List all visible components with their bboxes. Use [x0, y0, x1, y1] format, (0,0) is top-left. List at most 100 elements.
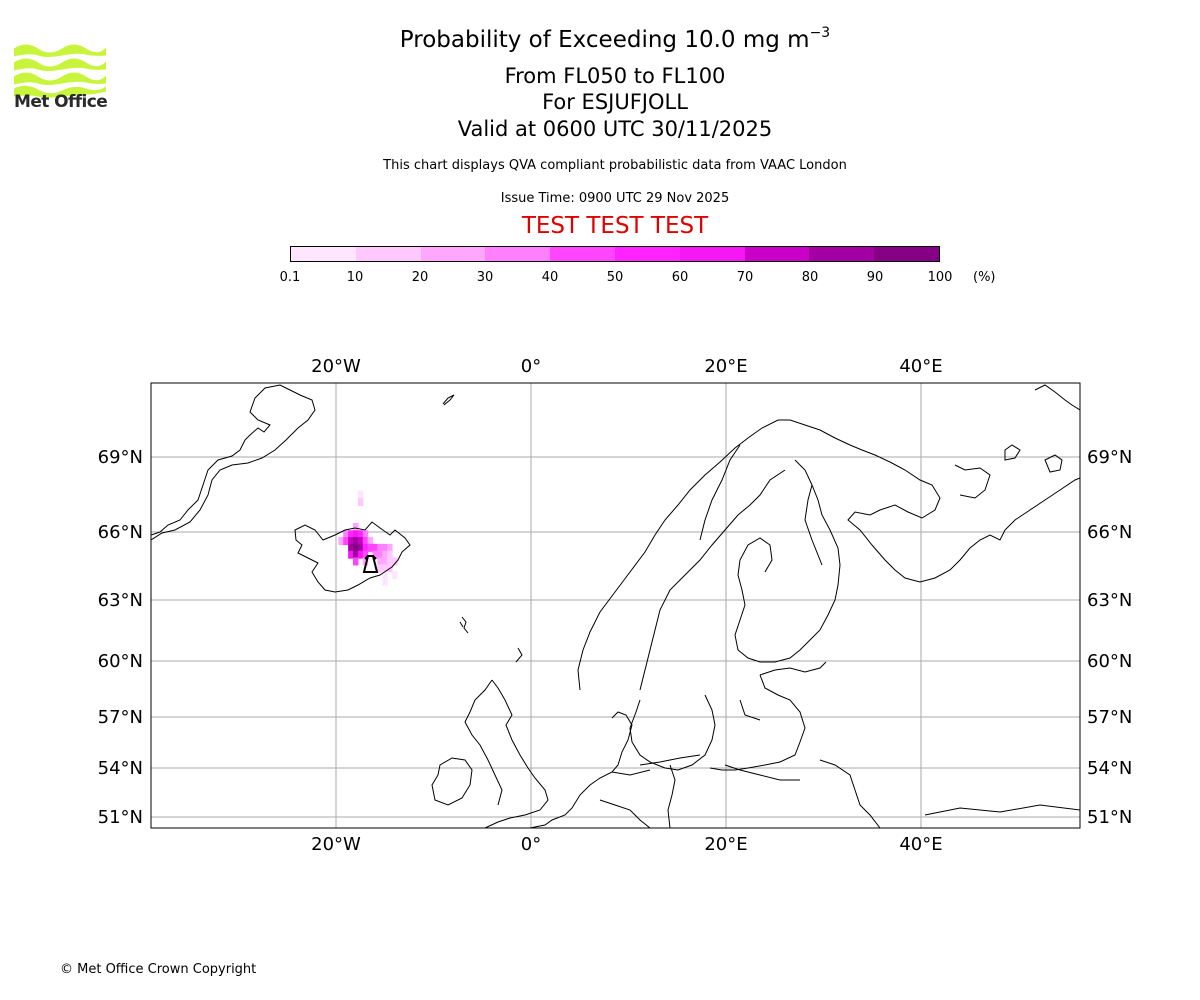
- plume-cell: [357, 537, 364, 546]
- plume-cell: [372, 550, 378, 559]
- colorbar-tick: 90: [866, 270, 884, 285]
- plume-cell: [372, 543, 378, 552]
- colorbar-tick: 60: [671, 270, 689, 285]
- latitude-label-right: 60°N: [1087, 651, 1132, 672]
- coast-britain: [464, 647, 549, 828]
- plume-cell: [382, 557, 388, 566]
- plume-cell: [357, 498, 364, 506]
- plume-cell: [353, 543, 359, 552]
- volcano-name: For ESJUFJOLL: [542, 90, 688, 114]
- longitude-label: 20°E: [704, 834, 747, 855]
- colorbar: [290, 246, 940, 262]
- title-exponent: −3: [809, 25, 831, 41]
- plume-cell: [387, 557, 393, 566]
- latitude-label-left: 66°N: [98, 522, 143, 543]
- colorbar-segment: [614, 247, 680, 261]
- coast-iceland: [294, 521, 411, 593]
- coast-ireland: [431, 757, 473, 806]
- colorbar-tick: 100: [927, 270, 953, 285]
- latitude-label-left: 54°N: [98, 758, 143, 779]
- plume-cell: [362, 530, 369, 539]
- colorbar-tick: 10: [346, 270, 364, 285]
- colorbar-segment: [809, 247, 875, 261]
- plume-cell: [377, 543, 383, 552]
- latitude-label-left: 69°N: [98, 447, 143, 468]
- plume-cell: [348, 550, 354, 559]
- logo-wave-3: [14, 72, 106, 85]
- plume-cell: [382, 577, 388, 586]
- plume-cell: [353, 530, 359, 539]
- latitude-label-right: 66°N: [1087, 522, 1132, 543]
- latitude-label-right: 69°N: [1087, 447, 1132, 468]
- valid-time: Valid at 0600 UTC 30/11/2025: [457, 117, 773, 141]
- plume-cell: [382, 550, 388, 559]
- plume-cell: [353, 557, 359, 566]
- latitude-label-right: 54°N: [1087, 758, 1132, 779]
- colorbar-segment: [485, 247, 551, 261]
- colorbar-tick: 40: [541, 270, 559, 285]
- colorbar-segment: [679, 247, 745, 261]
- coast-baltic: [629, 459, 841, 771]
- longitude-label: 40°E: [899, 356, 942, 377]
- latitude-label-left: 63°N: [98, 590, 143, 611]
- plume-cell: [367, 537, 374, 546]
- plume-cell: [357, 543, 364, 552]
- coast-greenland: [151, 384, 316, 541]
- latitude-label-left: 60°N: [98, 651, 143, 672]
- volcano-marker-icon: [362, 555, 379, 573]
- plume-cell: [387, 543, 393, 552]
- chart-title: Probability of Exceeding 10.0 mg m−3: [0, 25, 1200, 53]
- latitude-label-right: 63°N: [1087, 590, 1132, 611]
- plume-cell: [392, 557, 398, 566]
- longitude-label: 0°: [521, 356, 541, 377]
- colorbar-segment: [874, 247, 939, 261]
- latitude-label-left: 57°N: [98, 707, 143, 728]
- colorbar-segment: [420, 247, 486, 261]
- plume-cell: [353, 523, 359, 531]
- plume-cell: [377, 550, 383, 559]
- longitude-label: 0°: [521, 834, 541, 855]
- plume-cell: [357, 490, 364, 499]
- longitude-labels: 20°W 20°W 0° 0° 20°E 20°E 40°E 40°E: [311, 356, 942, 855]
- logo-wave-4: [14, 85, 106, 98]
- colorbar-segment: [550, 247, 615, 261]
- plume-cell: [348, 543, 354, 552]
- coast-kola: [954, 384, 1080, 499]
- logo-text: Met Office: [14, 92, 108, 112]
- plume-cell: [392, 571, 398, 580]
- latitude-label-right: 57°N: [1087, 707, 1132, 728]
- longitude-label: 20°E: [704, 356, 747, 377]
- coast-eastern-europe: [709, 661, 827, 771]
- ash-plume: [338, 490, 398, 586]
- plume-cell: [362, 550, 369, 559]
- plume-cell: [343, 537, 349, 546]
- plume-cell: [387, 550, 393, 559]
- test-banner: TEST TEST TEST: [521, 213, 709, 239]
- colorbar-unit: (%): [973, 270, 996, 285]
- plume-cell: [357, 550, 364, 559]
- country-borders: [599, 444, 1080, 828]
- plume-cell: [343, 530, 349, 539]
- plume-cell: [357, 530, 364, 539]
- colorbar-segment: [291, 247, 356, 261]
- plume-cell: [348, 537, 354, 546]
- coastlines: [151, 384, 1080, 828]
- colorbar-tick: 70: [736, 270, 754, 285]
- plume-cell: [382, 571, 388, 580]
- map-frame: [150, 382, 1081, 829]
- plume-cell: [362, 557, 369, 566]
- colorbar-segment: [744, 247, 810, 261]
- plume-cell: [377, 564, 383, 573]
- plume-cell: [367, 543, 374, 552]
- coast-faroe: [459, 616, 469, 634]
- colorbar-tick: 50: [606, 270, 624, 285]
- longitude-label: 40°E: [899, 834, 942, 855]
- plume-cell: [353, 537, 359, 546]
- plume-cell: [377, 557, 383, 566]
- colorbar-tick: 20: [411, 270, 429, 285]
- data-note: This chart displays QVA compliant probab…: [383, 158, 847, 173]
- latitude-label-right: 51°N: [1087, 807, 1132, 828]
- met-office-logo-icon: [14, 44, 106, 98]
- gridlines: [151, 383, 1080, 828]
